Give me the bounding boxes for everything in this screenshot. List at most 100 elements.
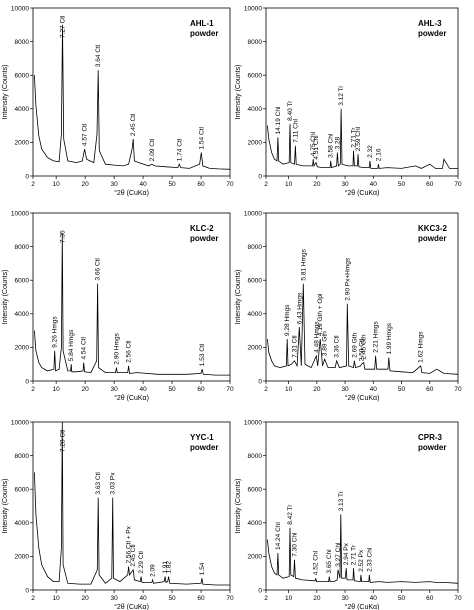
x-tick-label: 50 <box>398 181 406 188</box>
y-tick-label: 6000 <box>15 278 30 285</box>
peak-label: 7.28 Ctl <box>59 429 66 452</box>
x-tick-label: 20 <box>313 386 321 393</box>
peak-label: 2.56 Ctl <box>126 340 133 363</box>
y-tick-label: 10000 <box>11 419 29 426</box>
x-tick-label: 2 <box>31 181 35 188</box>
peak-label: 2.94 Px <box>343 542 350 565</box>
peak-label: 2.45 Ctl <box>130 544 137 567</box>
y-tick-label: 10000 <box>244 5 262 12</box>
x-axis-label: °2θ (CuKα) <box>114 394 149 402</box>
peak-label: 2.29 Ctl <box>138 551 145 574</box>
panel-title: KKC3-2 <box>418 224 447 233</box>
peak-label: 3.36 Ctl <box>334 335 341 358</box>
x-tick-label: 60 <box>197 595 205 602</box>
peak-label: 2.69 Gth <box>351 332 358 357</box>
peak-label: 3.64 Ctl <box>95 44 102 67</box>
y-tick-label: 8000 <box>248 39 263 46</box>
y-tick-label: 4000 <box>15 311 30 318</box>
peak-label: 2.56 Ctl + Px <box>126 525 133 563</box>
y-tick-label: 8000 <box>248 453 263 460</box>
panel-subtitle: powder <box>190 443 218 452</box>
y-tick-label: 10000 <box>244 419 262 426</box>
x-tick-label: 10 <box>285 386 293 393</box>
x-tick-label: 40 <box>139 595 147 602</box>
y-tick-label: 2000 <box>248 345 263 352</box>
peak-label: 2.90 Px+Hmgs <box>344 257 351 301</box>
peak-label: 1.99 Hmgs <box>386 322 393 354</box>
y-axis-label: Intensity (Counts) <box>235 479 242 534</box>
x-tick-label: 2 <box>264 181 268 188</box>
x-tick-label: 20 <box>313 595 321 602</box>
y-tick-label: 6000 <box>15 73 30 80</box>
peak-label: 1.74 Ctl <box>176 138 183 161</box>
x-tick-label: 50 <box>168 386 176 393</box>
y-tick-label: 8000 <box>248 244 263 251</box>
peak-label: 4.51 Chl <box>313 135 320 160</box>
panel-subtitle: powder <box>418 234 446 243</box>
peak-label: 3.63 Ctl <box>95 472 102 495</box>
peak-label: 3.28 <box>334 136 341 149</box>
panel-title: CPR-3 <box>418 433 443 442</box>
peak-label: 14.24 Chl <box>275 522 282 550</box>
y-tick-label: 2000 <box>248 554 263 561</box>
peak-label: 2.32 <box>367 145 374 158</box>
x-tick-label: 20 <box>313 181 321 188</box>
y-tick-label: 2000 <box>15 345 30 352</box>
peak-label: 7.11 Chl <box>292 119 299 143</box>
peak-label: 8.40 Tr <box>287 100 294 121</box>
peak-label: 4.54 Ctl <box>81 337 88 360</box>
diffraction-line <box>34 233 230 376</box>
x-tick-label: 20 <box>82 386 90 393</box>
x-tick-label: 50 <box>398 386 406 393</box>
y-tick-label: 0 <box>258 378 262 385</box>
x-tick-label: 50 <box>168 595 176 602</box>
peak-label: 3.12 Tr <box>338 85 345 106</box>
peak-label: 3.03 Px <box>110 472 117 495</box>
plot-frame <box>32 7 231 177</box>
y-tick-label: 4000 <box>248 106 263 113</box>
y-tick-label: 2000 <box>15 140 30 147</box>
peak-label: 2.09 <box>150 564 157 577</box>
x-tick-label: 2 <box>31 595 35 602</box>
peak-label: 7.35 <box>59 230 66 243</box>
x-tick-label: 60 <box>426 386 434 393</box>
diffraction-line <box>267 514 459 584</box>
peak-label: 5.84 Hmgs <box>68 329 75 361</box>
diffraction-line <box>34 421 230 586</box>
plot-frame <box>265 7 459 177</box>
peak-label: 7.31 Ctl <box>292 335 299 358</box>
plot-frame <box>265 212 459 382</box>
diffraction-line <box>34 24 231 170</box>
x-tick-label: 2 <box>31 386 35 393</box>
x-tick-label: 70 <box>226 181 234 188</box>
peak-label: 2.21 Hmgs <box>373 321 380 353</box>
peak-label: 9.26 Hmgs <box>52 316 59 348</box>
x-tick-label: 40 <box>370 386 378 393</box>
y-tick-label: 0 <box>25 378 29 385</box>
y-tick-label: 10000 <box>244 210 262 217</box>
x-tick-label: 60 <box>197 181 205 188</box>
peak-label: 5.81 Hmgs <box>300 248 307 280</box>
x-tick-label: 20 <box>82 595 90 602</box>
x-tick-label: 20 <box>82 181 90 188</box>
y-tick-label: 8000 <box>15 244 30 251</box>
x-tick-label: 70 <box>454 595 462 602</box>
x-tick-label: 10 <box>53 181 61 188</box>
x-axis-label: °2θ (CuKα) <box>114 603 149 610</box>
x-tick-label: 10 <box>285 181 293 188</box>
x-tick-label: 30 <box>111 595 119 602</box>
peak-label: 7.30 Chl <box>292 532 299 557</box>
peak-label: 3.66 Ctl <box>95 258 102 281</box>
peak-label: 4.52 Chl <box>313 550 320 575</box>
x-axis-label: °2θ (CuKα) <box>345 394 380 402</box>
diffraction-line <box>267 108 458 169</box>
x-tick-label: 60 <box>426 595 434 602</box>
peak-label: 14.19 Chl <box>275 106 282 134</box>
x-tick-label: 10 <box>53 595 61 602</box>
y-tick-label: 8000 <box>15 39 30 46</box>
x-tick-label: 30 <box>111 386 119 393</box>
x-tick-label: 10 <box>53 386 61 393</box>
peak-label: 3.89 Gth <box>322 331 329 356</box>
peak-label: 1.53 Ctl <box>199 343 206 366</box>
